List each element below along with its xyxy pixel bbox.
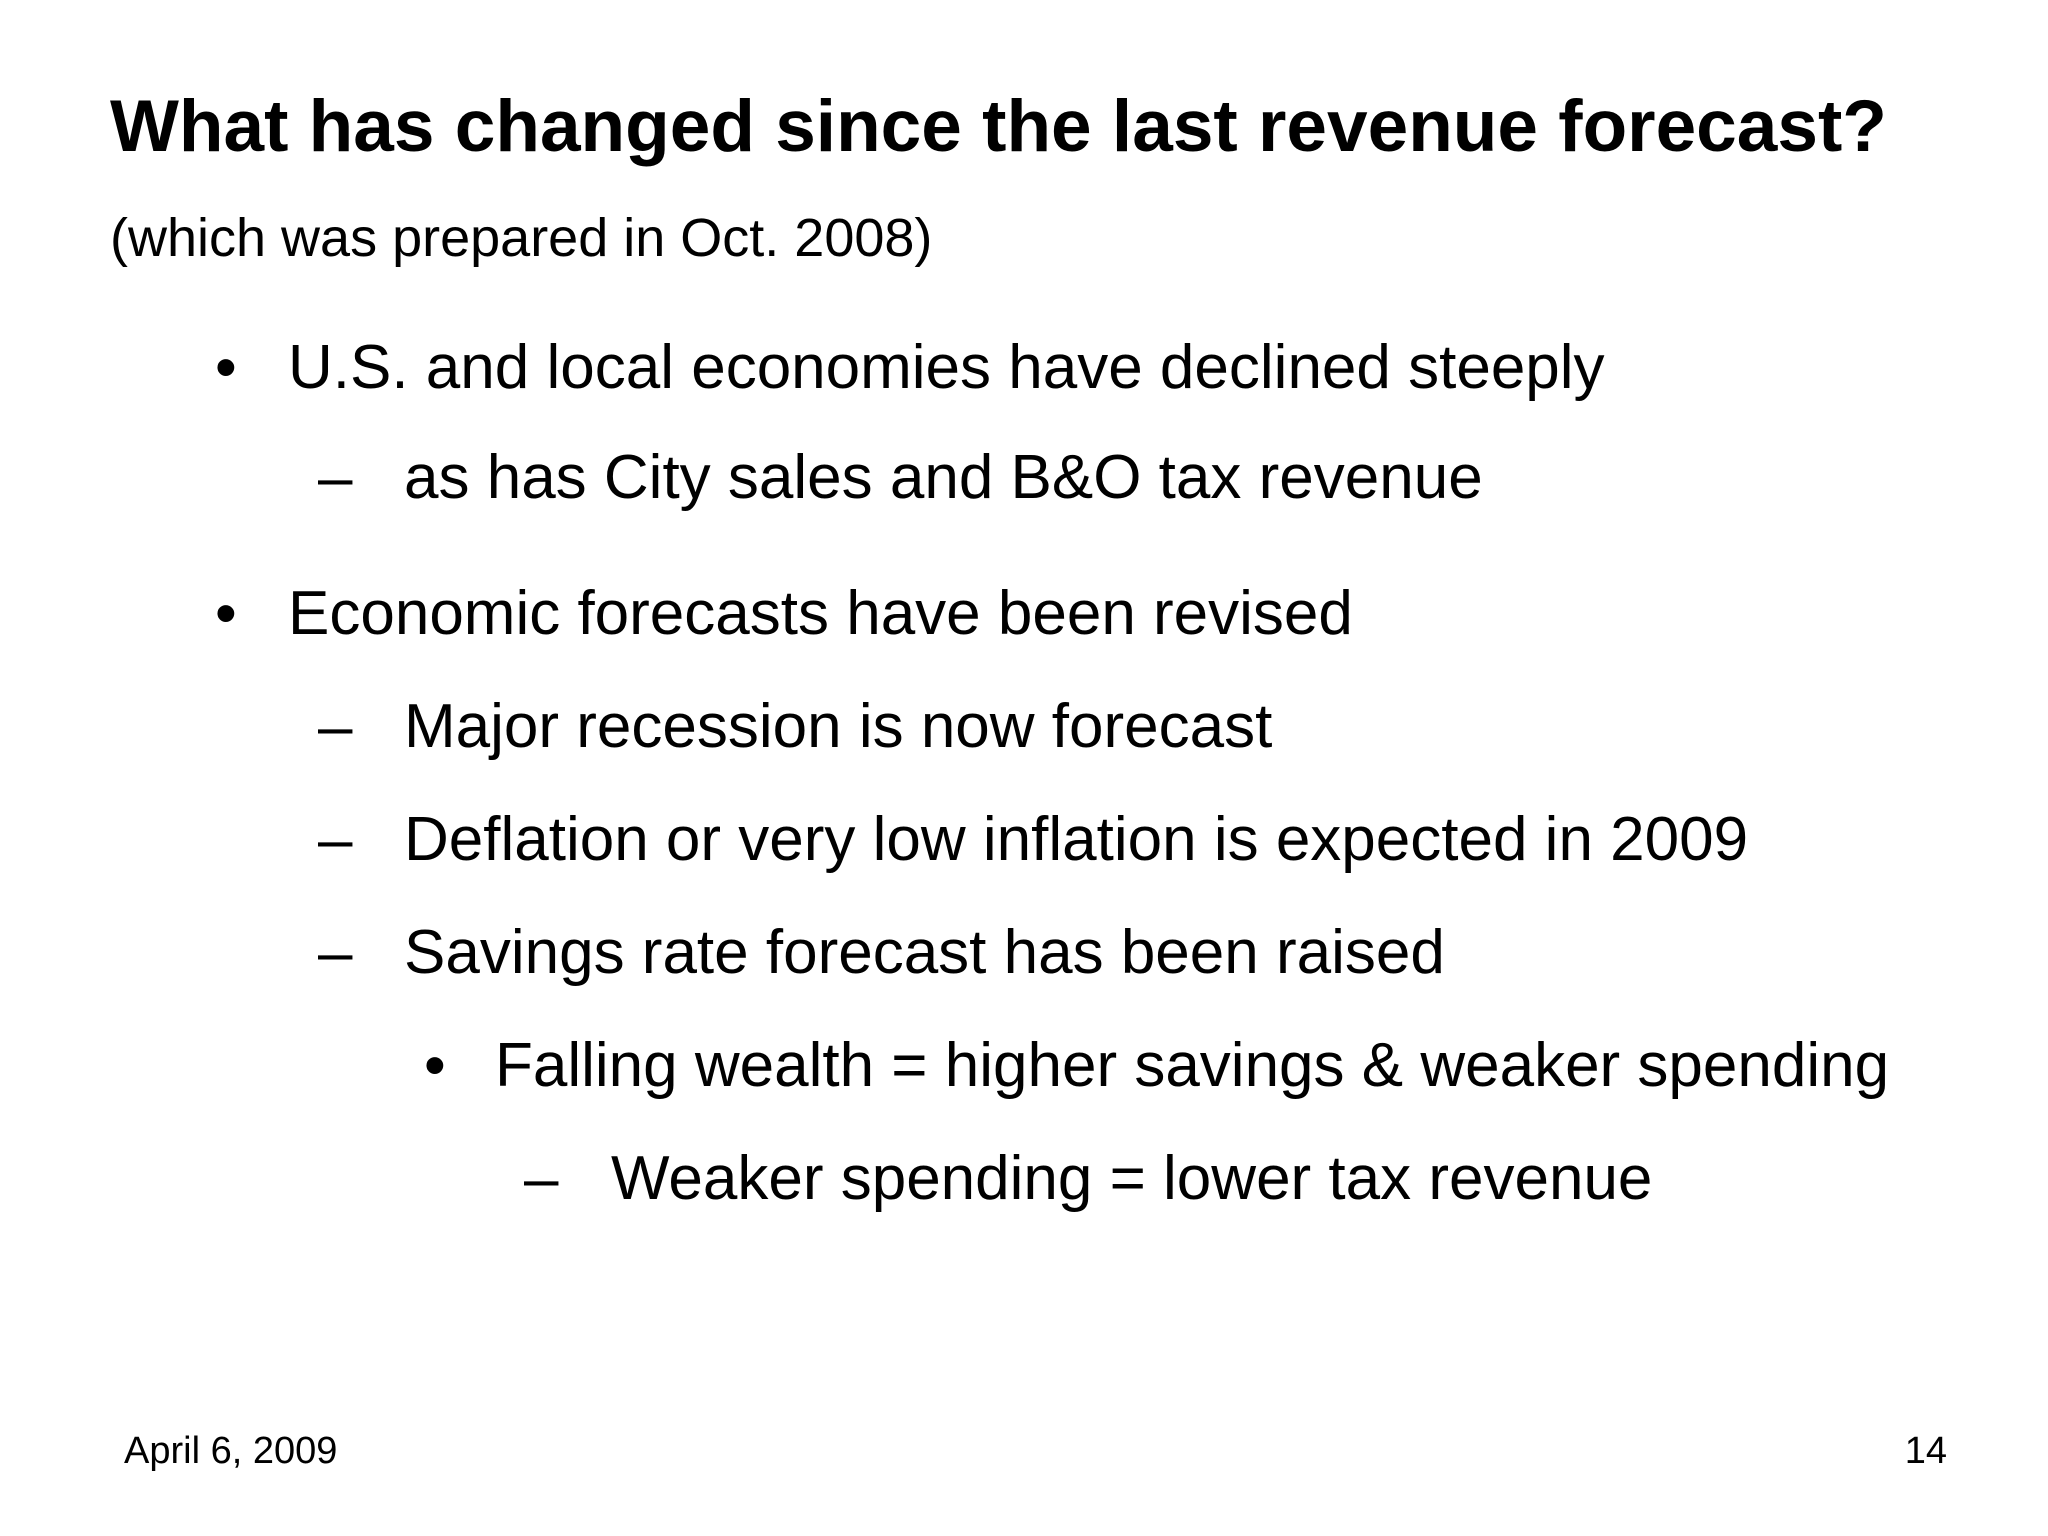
bullet-marker: • — [215, 579, 237, 648]
sub-sub-bullet-text: Falling wealth = higher savings & weaker… — [495, 1031, 1890, 1100]
sub-bullet-text: Deflation or very low inflation is expec… — [404, 805, 1749, 874]
bullet-marker: • — [424, 1031, 446, 1100]
bullet-text: U.S. and local economies have declined s… — [288, 333, 1605, 402]
dash-marker: – — [318, 443, 353, 512]
dash-marker: – — [524, 1144, 559, 1213]
dash-marker: – — [318, 692, 353, 761]
dash-marker: – — [318, 805, 353, 874]
bullet-marker: • — [215, 333, 237, 402]
sub-sub-sub-bullet-text: Weaker spending = lower tax revenue — [611, 1144, 1653, 1213]
slide-title: What has changed since the last revenue … — [110, 86, 1887, 167]
dash-marker: – — [318, 918, 353, 987]
slide-subtitle: (which was prepared in Oct. 2008) — [110, 208, 933, 268]
bullet-text: Economic forecasts have been revised — [288, 579, 1353, 648]
sub-bullet-text: as has City sales and B&O tax revenue — [404, 443, 1483, 512]
sub-bullet-text: Major recession is now forecast — [404, 692, 1273, 761]
footer-date: April 6, 2009 — [124, 1430, 338, 1472]
page-number: 14 — [1904, 1430, 1947, 1472]
sub-bullet-text: Savings rate forecast has been raised — [404, 918, 1445, 987]
